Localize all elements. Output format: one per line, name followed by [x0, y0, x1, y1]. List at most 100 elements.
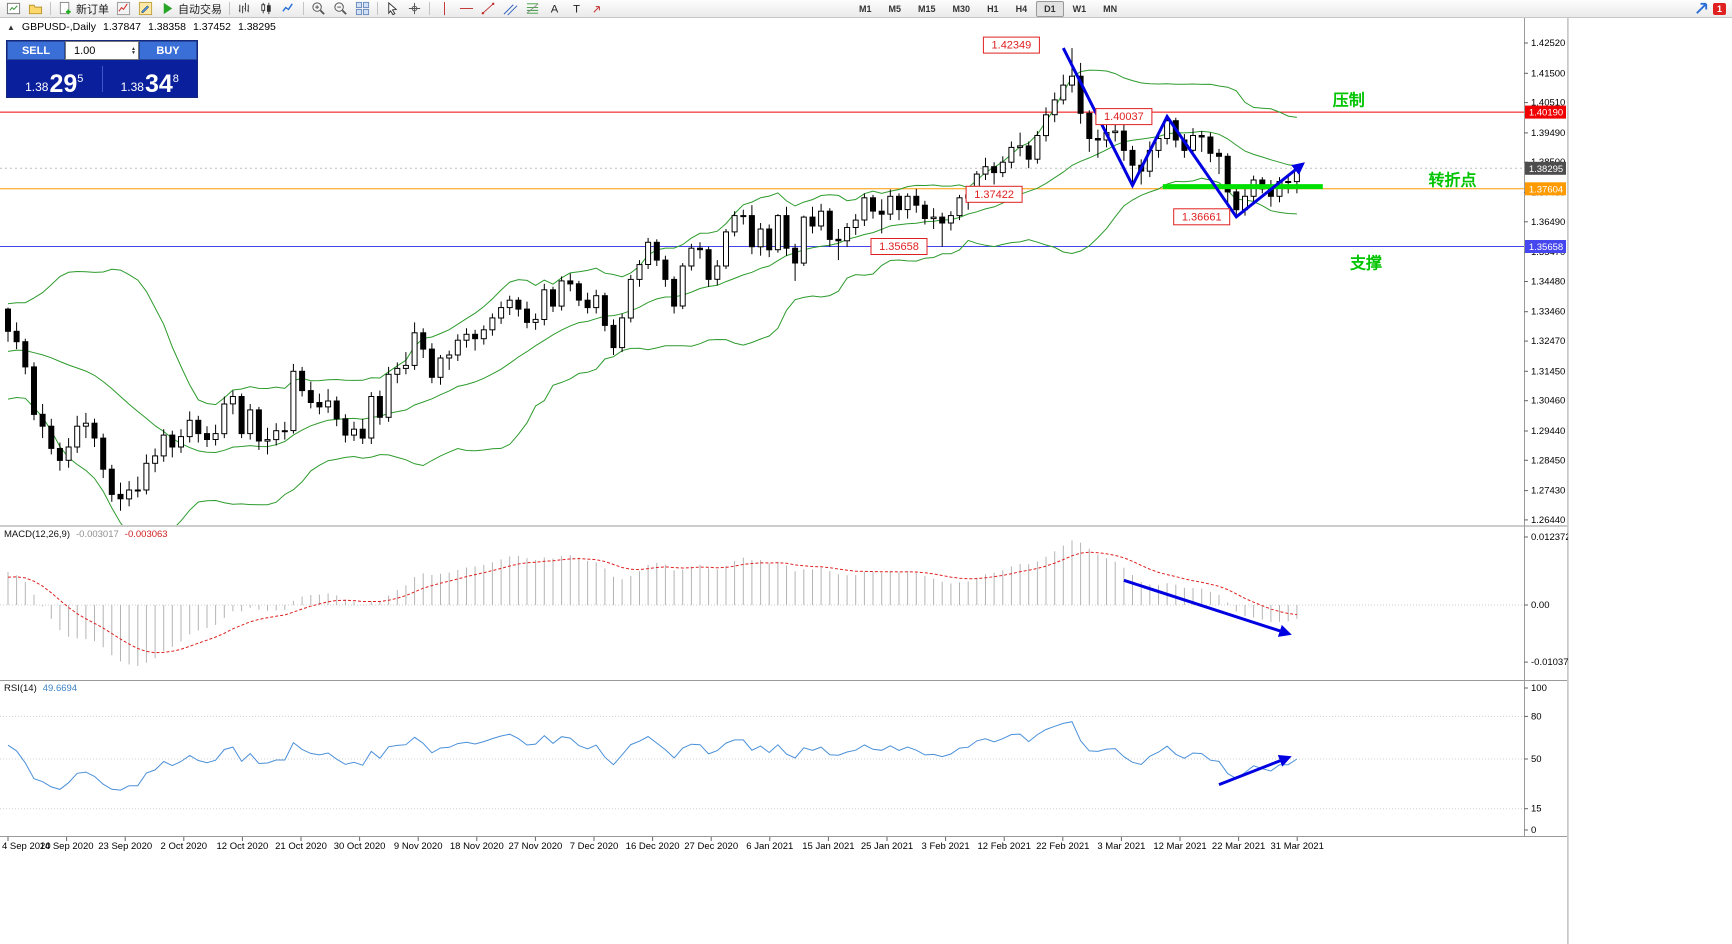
- rsi-up-arrow[interactable]: [1218, 754, 1292, 786]
- collapse-trade-panel-icon[interactable]: ▲: [7, 22, 15, 32]
- toolbar-separator: [377, 2, 378, 15]
- price-label-1.35658[interactable]: 1.35658: [870, 238, 928, 255]
- new-order-button[interactable]: 新订单: [55, 1, 112, 17]
- volume-value: 1.00: [74, 44, 96, 57]
- autotrading-button[interactable]: 自动交易: [157, 1, 225, 17]
- svg-text:31 Mar 2021: 31 Mar 2021: [1271, 841, 1324, 852]
- horizontal-line-button[interactable]: [456, 1, 477, 17]
- panel-frames: [0, 18, 1568, 944]
- macd-main-value: -0.003017: [76, 529, 119, 540]
- volume-field[interactable]: 1.00 ▲ ▼: [65, 41, 139, 60]
- svg-text:1.28450: 1.28450: [1531, 455, 1565, 466]
- ohlc-close: 1.38295: [237, 21, 276, 33]
- timeframe-d1[interactable]: D1: [1036, 0, 1064, 17]
- volume-spinner[interactable]: ▲ ▼: [131, 45, 136, 56]
- zoom-in-button[interactable]: [308, 1, 329, 17]
- svg-text:1.37422: 1.37422: [974, 189, 1014, 201]
- price-tag-1.40190: 1.40190: [1525, 105, 1566, 119]
- svg-text:1.35658: 1.35658: [1529, 242, 1563, 253]
- svg-text:9 Nov 2020: 9 Nov 2020: [394, 841, 443, 852]
- candlestick-chart-button[interactable]: [256, 1, 277, 17]
- indicators-button[interactable]: [113, 1, 134, 17]
- svg-text:15: 15: [1531, 804, 1542, 815]
- price-tag-1.35658: 1.35658: [1525, 240, 1566, 253]
- svg-text:22 Feb 2021: 22 Feb 2021: [1036, 841, 1089, 852]
- price-divider: [101, 66, 103, 92]
- svg-text:1.30460: 1.30460: [1531, 396, 1565, 407]
- svg-text:7 Dec 2020: 7 Dec 2020: [570, 841, 619, 852]
- text-button[interactable]: A: [544, 1, 565, 17]
- chart-area[interactable]: 1.42349 1.40037 1.37422 1.36661 1.35658 压制转折点…: [0, 18, 1568, 944]
- price-label-1.42349[interactable]: 1.42349: [982, 36, 1040, 54]
- svg-text:1.38295: 1.38295: [1529, 164, 1563, 175]
- svg-text:1.36661: 1.36661: [1182, 211, 1222, 223]
- svg-text:1.42349: 1.42349: [992, 40, 1032, 52]
- scroll-chart-button[interactable]: [1691, 1, 1712, 17]
- sell-price-big-figure: 1.38: [25, 79, 49, 94]
- price-label-1.40037[interactable]: 1.40037: [1095, 108, 1153, 126]
- svg-text:1.29440: 1.29440: [1531, 426, 1565, 437]
- trend-zigzag-arrow[interactable]: [1061, 47, 1305, 219]
- cursor-button[interactable]: [382, 1, 403, 17]
- sell-price[interactable]: 1.38 29 5: [7, 72, 102, 97]
- vertical-line-button[interactable]: [434, 1, 455, 17]
- svg-text:21 Oct 2020: 21 Oct 2020: [275, 841, 327, 852]
- timeframe-m1[interactable]: M1: [859, 3, 872, 14]
- tile-windows-button[interactable]: [352, 1, 373, 17]
- macd-signal-value: -0.003063: [124, 529, 168, 540]
- price-label-1.36661[interactable]: 1.36661: [1173, 208, 1231, 226]
- svg-text:1.37604: 1.37604: [1529, 184, 1563, 195]
- svg-text:23 Sep 2020: 23 Sep 2020: [98, 841, 152, 852]
- svg-text:1.41500: 1.41500: [1531, 68, 1565, 79]
- ohlc-high: 1.38358: [148, 21, 186, 33]
- zoom-out-button[interactable]: [330, 1, 351, 17]
- buy-button[interactable]: BUY: [139, 41, 197, 60]
- svg-text:1.42520: 1.42520: [1531, 38, 1565, 49]
- fibonacci-button[interactable]: [522, 1, 543, 17]
- bar-chart-button[interactable]: [234, 1, 255, 17]
- svg-text:4 Sep 2020: 4 Sep 2020: [2, 841, 51, 852]
- notification-badge[interactable]: 1: [1712, 2, 1726, 15]
- note-压制[interactable]: 压制: [1333, 92, 1365, 110]
- buy-price[interactable]: 1.38 34 8: [103, 72, 198, 97]
- spinner-up-icon[interactable]: ▲: [131, 45, 136, 52]
- timeframe-m30[interactable]: M30: [952, 3, 971, 14]
- line-chart-button[interactable]: [278, 1, 299, 17]
- crosshair-button[interactable]: [404, 1, 425, 17]
- svg-text:1.40510: 1.40510: [1531, 98, 1565, 109]
- buy-price-point: 8: [172, 73, 179, 85]
- new-chart-button[interactable]: [3, 1, 24, 17]
- autotrading-button-label: 自动交易: [178, 3, 222, 16]
- profiles-button[interactable]: [25, 1, 46, 17]
- rsi-name: RSI(14): [4, 683, 37, 694]
- channel-button[interactable]: [500, 1, 521, 17]
- svg-text:1.35658: 1.35658: [879, 241, 919, 253]
- note-支撑[interactable]: 支撑: [1349, 254, 1382, 273]
- buy-price-big-figure: 1.38: [120, 79, 144, 94]
- timeframe-m5[interactable]: M5: [888, 3, 902, 14]
- timeframe-w1[interactable]: W1: [1072, 3, 1087, 14]
- rsi-indicator-label: RSI(14) 49.6694: [4, 683, 77, 694]
- timeframe-m15[interactable]: M15: [918, 3, 936, 14]
- rsi-value: 49.6694: [42, 683, 78, 694]
- price-label-1.37422[interactable]: 1.37422: [965, 185, 1023, 203]
- toolbar-separator: [303, 2, 304, 15]
- toolbar-separator: [229, 2, 230, 15]
- macd-down-arrow[interactable]: [1123, 578, 1292, 637]
- svg-text:1.36490: 1.36490: [1531, 217, 1565, 228]
- timeframe-h1[interactable]: H1: [987, 3, 999, 14]
- svg-text:1.27430: 1.27430: [1531, 486, 1565, 497]
- note-转折点[interactable]: 转折点: [1428, 171, 1476, 190]
- metaeditor-button[interactable]: [135, 1, 156, 17]
- rsi-axis: 100 80 50 15 0: [1524, 683, 1547, 836]
- timeframe-h4[interactable]: H4: [1015, 3, 1028, 14]
- trendline-button[interactable]: [478, 1, 499, 17]
- ohlc-open: 1.37847: [103, 21, 141, 33]
- spinner-down-icon[interactable]: ▼: [131, 49, 136, 56]
- svg-text:27 Nov 2020: 27 Nov 2020: [508, 841, 562, 852]
- sell-price-point: 5: [77, 73, 84, 85]
- sell-button[interactable]: SELL: [7, 41, 65, 60]
- arrows-button[interactable]: [588, 1, 609, 17]
- timeframe-mn[interactable]: MN: [1103, 3, 1118, 14]
- text-label-button[interactable]: T: [566, 1, 587, 17]
